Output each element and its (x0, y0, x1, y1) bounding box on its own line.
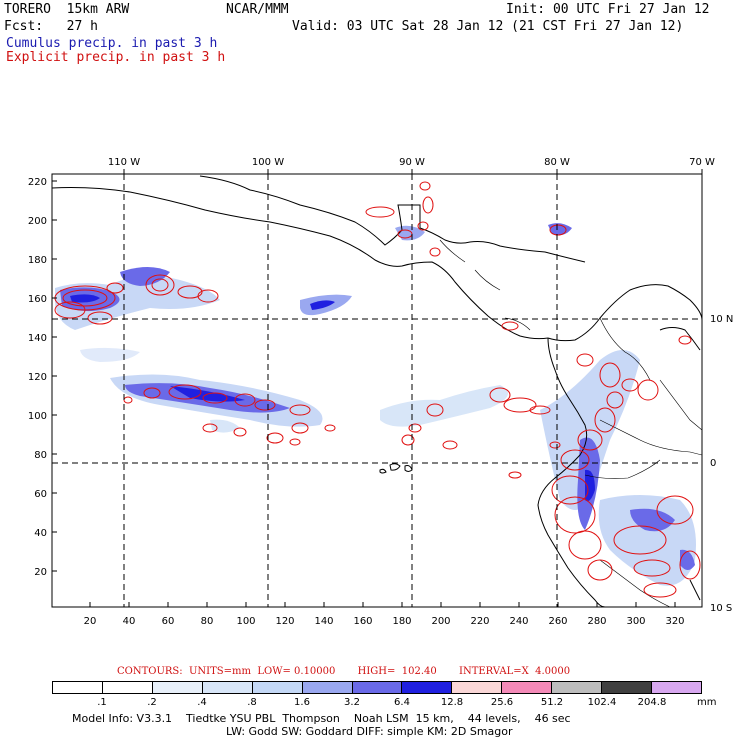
color-bar-threshold: 12.8 (440, 697, 464, 708)
left-grid-labels: 220 200 180 160 140 120 100 80 60 40 20 (28, 177, 47, 578)
color-bar-threshold: 3.2 (344, 697, 360, 708)
grid-y-label: 60 (34, 489, 47, 500)
grid-x-label: 180 (392, 616, 411, 627)
color-bar-threshold: 1.6 (294, 697, 310, 708)
grid-x-label: 320 (665, 616, 684, 627)
run-name: TORERO 15km ARW (4, 2, 130, 17)
grid-x-label: 20 (84, 616, 97, 627)
grid-x-label: 200 (431, 616, 450, 627)
grid-ticks (52, 169, 703, 607)
grid-y-label: 100 (28, 411, 47, 422)
color-bar-swatch (302, 682, 353, 693)
lat-label: 0 (710, 458, 716, 469)
grid-x-label: 60 (162, 616, 175, 627)
plot-frame (51, 173, 703, 608)
grid-y-label: 160 (28, 294, 47, 305)
legend-explicit: Explicit precip. in past 3 h (6, 50, 226, 65)
grid-x-label: 220 (470, 616, 489, 627)
model-info-line2: LW: Godd SW: Goddard DIFF: simple KM: 2D… (226, 725, 513, 738)
grid-y-label: 120 (28, 372, 47, 383)
color-bar-unit: mm (697, 697, 717, 708)
color-bar-swatch (652, 682, 701, 693)
right-lat-labels: 10 N 0 10 S (710, 314, 733, 614)
color-bar-swatch (452, 682, 503, 693)
explicit-precip-contours (54, 181, 701, 598)
valid-time: Valid: 03 UTC Sat 28 Jan 12 (21 CST Fri … (292, 19, 684, 34)
color-bar-swatch (352, 682, 403, 693)
grid-x-label: 40 (123, 616, 136, 627)
grid-x-label: 80 (201, 616, 214, 627)
coastlines (52, 175, 702, 607)
grid-x-label: 260 (548, 616, 567, 627)
color-bar-swatch (53, 682, 103, 693)
grid-x-label: 280 (587, 616, 606, 627)
color-bar-swatch (552, 682, 603, 693)
color-bar-swatch (202, 682, 253, 693)
bottom-grid-labels: 20 40 60 80 100 120 140 160 180 200 220 … (84, 616, 685, 627)
init-time: Init: 00 UTC Fri 27 Jan 12 (506, 2, 710, 17)
grid-x-label: 240 (509, 616, 528, 627)
lon-label: 80 W (544, 157, 570, 168)
color-bar-swatch (252, 682, 303, 693)
lat-label: 10 S (710, 603, 732, 614)
grid-x-label: 100 (236, 616, 255, 627)
top-lon-labels: 110 W 100 W 90 W 80 W 70 W (108, 157, 715, 168)
grid-y-label: 220 (28, 177, 47, 188)
lat-label: 10 N (710, 314, 733, 325)
grid-y-label: 80 (34, 450, 47, 461)
color-bar-swatch (402, 682, 453, 693)
color-bar-threshold: 102.4 (587, 697, 617, 708)
color-bar-swatch (502, 682, 553, 693)
grid-y-label: 140 (28, 333, 47, 344)
forecast-hour: Fcst: 27 h (4, 19, 98, 34)
lat-lon-grid (52, 174, 702, 607)
color-bar-threshold: .8 (247, 697, 257, 708)
color-bar-threshold: .4 (197, 697, 207, 708)
legend-cumulus: Cumulus precip. in past 3 h (6, 36, 218, 51)
country-borders (439, 239, 702, 607)
color-bar-threshold: 51.2 (540, 697, 564, 708)
lon-label: 110 W (108, 157, 140, 168)
contour-info: CONTOURS: UNITS=mm LOW= 0.10000 HIGH= 10… (117, 666, 571, 677)
lon-label: 70 W (689, 157, 715, 168)
color-bar-threshold: .2 (147, 697, 157, 708)
grid-y-label: 40 (34, 528, 47, 539)
color-bar (52, 681, 702, 694)
grid-y-label: 20 (34, 567, 47, 578)
color-bar-threshold: 204.8 (637, 697, 667, 708)
grid-x-label: 140 (314, 616, 333, 627)
organization: NCAR/MMM (226, 2, 289, 17)
color-bar-swatch (602, 682, 653, 693)
color-bar-swatch (152, 682, 203, 693)
grid-y-label: 180 (28, 255, 47, 266)
color-bar-threshold: .1 (97, 697, 107, 708)
grid-y-label: 200 (28, 216, 47, 227)
grid-x-label: 300 (626, 616, 645, 627)
lon-label: 90 W (399, 157, 425, 168)
grid-x-label: 120 (275, 616, 294, 627)
grid-x-label: 160 (353, 616, 372, 627)
precip-map: 110 W 100 W 90 W 80 W 70 W 10 N 0 10 S 2… (28, 157, 733, 627)
color-bar-threshold: 6.4 (394, 697, 410, 708)
color-bar-swatch (102, 682, 153, 693)
lon-label: 100 W (252, 157, 284, 168)
model-info-line1: Model Info: V3.3.1 Tiedtke YSU PBL Thomp… (72, 712, 571, 725)
color-bar-threshold: 25.6 (490, 697, 514, 708)
